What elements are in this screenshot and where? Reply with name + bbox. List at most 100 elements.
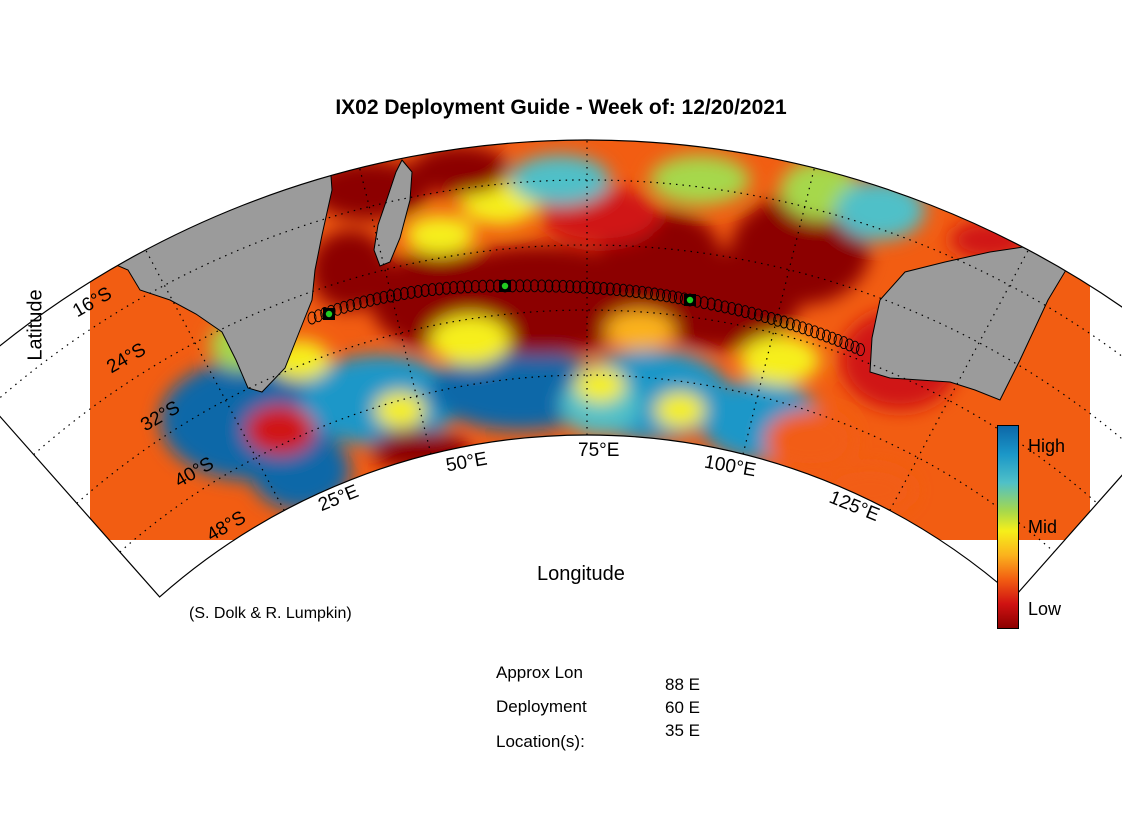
track-point [313, 309, 323, 323]
track-point [537, 279, 547, 293]
track-point [822, 329, 831, 343]
track-point [572, 280, 582, 294]
track-point [392, 288, 402, 302]
deployment-marker-dot [501, 282, 509, 290]
track-point [656, 288, 666, 302]
colorbar-high-label: High [1028, 436, 1066, 456]
track-point [579, 280, 589, 294]
deployment-markers [323, 280, 696, 320]
track-point [753, 308, 763, 322]
map-frame [0, 139, 1122, 598]
track-point [734, 303, 743, 317]
track-point [673, 291, 683, 305]
track-point [605, 282, 615, 296]
track-point [637, 285, 647, 299]
track-point [352, 297, 362, 311]
track-point [544, 279, 554, 293]
track-point [585, 281, 595, 295]
track-point [485, 279, 495, 293]
track-point [365, 293, 375, 307]
land-africa [98, 161, 333, 393]
track-point [747, 306, 757, 320]
track-point [650, 287, 660, 301]
track-point [720, 300, 730, 314]
track-point [618, 283, 628, 297]
credit-text: (S. Dolk & R. Lumpkin) [189, 605, 352, 622]
track-point [816, 327, 826, 341]
track-point [470, 279, 480, 293]
track-point [839, 336, 849, 350]
track-point [798, 321, 808, 335]
field-patch [740, 335, 820, 385]
deployment-label-line: Location(s): [496, 732, 585, 751]
track-point [406, 285, 416, 299]
track-point [773, 313, 783, 327]
graticule [0, 140, 1122, 553]
track-point [850, 340, 860, 354]
ship-track [307, 279, 865, 357]
track-point [625, 284, 635, 298]
field-patch [245, 405, 315, 455]
track-point [427, 283, 437, 297]
track-point [420, 284, 430, 297]
track-point [706, 297, 716, 311]
field-patch [430, 315, 510, 365]
track-point [833, 333, 843, 347]
deployment-location: 88 E [665, 675, 700, 694]
map-title: IX02 Deployment Guide - Week of: 12/20/2… [335, 96, 787, 119]
track-point [631, 285, 641, 299]
track-point [307, 311, 317, 325]
field-patch [765, 410, 855, 470]
field-patch [410, 145, 510, 195]
track-point [515, 279, 525, 293]
track-point [699, 296, 709, 310]
track-point [740, 305, 750, 319]
track-point [856, 343, 865, 357]
track-point [558, 279, 568, 293]
x-axis-label: Longitude [537, 563, 625, 585]
y-axis-label: Latitude [24, 289, 47, 361]
field-patch [835, 180, 925, 240]
deployment-location: 60 E [665, 698, 700, 717]
track-point [643, 286, 653, 300]
field-patch [405, 215, 475, 255]
colorbar-mid-label: Mid [1028, 517, 1058, 537]
deployment-marker-dot [686, 296, 694, 304]
deployment-label-line: Deployment [496, 697, 587, 716]
track-point [386, 289, 396, 303]
track-point [599, 282, 609, 295]
track-point [760, 310, 770, 324]
track-point [372, 292, 382, 306]
colorbar [997, 425, 1019, 629]
track-point [592, 281, 602, 295]
field-patch [605, 310, 675, 350]
track-point [346, 298, 355, 312]
deployment-label-line: Approx Lon [496, 663, 583, 682]
track-point [766, 311, 776, 325]
track-point [785, 317, 795, 331]
track-point [478, 279, 488, 293]
lon-tick-label: 75°E [578, 440, 620, 461]
track-point [791, 319, 801, 333]
field-patch [650, 155, 750, 205]
track-point [565, 280, 575, 294]
deployment-marker-dot [325, 310, 333, 318]
field-patch [730, 195, 870, 305]
track-point [522, 279, 532, 293]
track-point [844, 338, 854, 352]
track-point [359, 295, 369, 309]
track-point [379, 290, 389, 304]
track-point [399, 287, 409, 300]
track-point [727, 301, 737, 315]
track-point [339, 300, 349, 314]
track-point [456, 280, 466, 294]
track-point [434, 282, 444, 296]
land-australia [869, 245, 1076, 401]
track-point [779, 315, 789, 329]
track-point [804, 323, 814, 337]
track-point [810, 325, 820, 339]
track-point [413, 284, 423, 298]
deployment-location: 35 E [665, 721, 700, 740]
land-madagascar [373, 159, 413, 267]
